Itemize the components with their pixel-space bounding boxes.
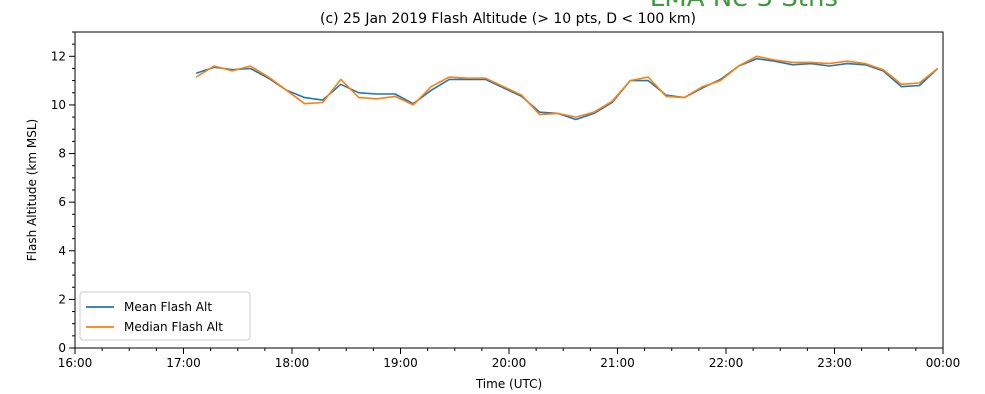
x-tick-label: 00:00 <box>926 356 961 370</box>
x-tick-label: 23:00 <box>817 356 852 370</box>
series-lines <box>195 55 939 121</box>
legend-entry: Mean Flash Alt <box>124 300 212 314</box>
y-tick-label: 8 <box>58 147 66 161</box>
y-tick-label: 12 <box>51 49 66 63</box>
x-tick-label: 21:00 <box>600 356 635 370</box>
chart-title: (c) 25 Jan 2019 Flash Altitude (> 10 pts… <box>320 11 696 27</box>
x-tick-label: 22:00 <box>709 356 744 370</box>
axis-ticks: 16:00 17:00 18:00 19:00 20:00 21:00 22:00 23:00… <box>51 31 961 370</box>
legend-entry: Median Flash Alt <box>124 320 223 334</box>
legend-box <box>79 291 251 341</box>
x-tick-label: 19:00 <box>383 356 418 370</box>
corner-station-label: LMA Ne 3 Stns <box>650 0 838 13</box>
x-tick-label: 16:00 <box>58 356 93 370</box>
y-tick-label: 4 <box>58 244 66 258</box>
median-series-line <box>195 55 939 118</box>
mean-series-line <box>195 57 939 121</box>
y-tick-label: 6 <box>58 195 66 209</box>
y-axis-label: Flash Altitude (km MSL) <box>25 119 39 261</box>
x-tick-label: 17:00 <box>166 356 201 370</box>
x-tick-label: 18:00 <box>275 356 310 370</box>
y-tick-label: 10 <box>51 98 66 112</box>
y-tick-label: 0 <box>58 341 66 355</box>
y-tick-label: 2 <box>58 292 66 306</box>
legend: Mean Flash Alt Median Flash Alt <box>79 291 251 341</box>
x-tick-label: 20:00 <box>492 356 527 370</box>
x-axis-label: Time (UTC) <box>475 377 542 391</box>
